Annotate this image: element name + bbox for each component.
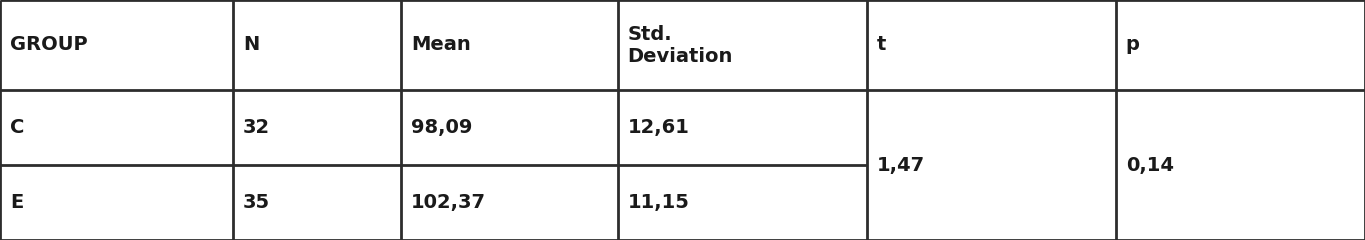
Text: 102,37: 102,37 <box>411 193 486 212</box>
Text: 0,14: 0,14 <box>1126 156 1174 174</box>
Text: 12,61: 12,61 <box>628 118 689 137</box>
Text: Std.
Deviation: Std. Deviation <box>628 24 733 66</box>
Text: 35: 35 <box>243 193 270 212</box>
Text: 98,09: 98,09 <box>411 118 472 137</box>
Text: Mean: Mean <box>411 36 471 54</box>
Text: N: N <box>243 36 259 54</box>
Text: GROUP: GROUP <box>10 36 87 54</box>
Text: E: E <box>10 193 23 212</box>
Text: t: t <box>876 36 886 54</box>
Text: 1,47: 1,47 <box>876 156 925 174</box>
Text: 11,15: 11,15 <box>628 193 689 212</box>
Text: C: C <box>10 118 25 137</box>
Text: p: p <box>1126 36 1140 54</box>
Text: 32: 32 <box>243 118 270 137</box>
